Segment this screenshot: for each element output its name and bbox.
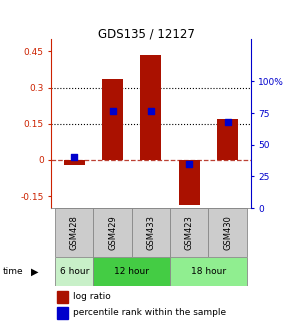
Text: GSM428: GSM428 bbox=[70, 215, 79, 250]
Bar bbox=[102, 79, 123, 160]
Text: GSM430: GSM430 bbox=[223, 215, 232, 250]
Bar bbox=[132, 208, 170, 257]
Text: GDS135 / 12127: GDS135 / 12127 bbox=[98, 28, 195, 41]
Bar bbox=[55, 208, 93, 257]
Text: 6 hour: 6 hour bbox=[59, 267, 89, 276]
Bar bbox=[93, 208, 132, 257]
Bar bbox=[208, 208, 247, 257]
Text: GSM429: GSM429 bbox=[108, 215, 117, 250]
Bar bbox=[179, 160, 200, 204]
Point bbox=[149, 108, 153, 113]
Text: log ratio: log ratio bbox=[73, 292, 111, 301]
Point bbox=[72, 155, 76, 160]
Bar bbox=[64, 160, 85, 165]
Text: GSM433: GSM433 bbox=[146, 215, 155, 250]
Text: 12 hour: 12 hour bbox=[114, 267, 149, 276]
Bar bbox=[93, 257, 170, 286]
Bar bbox=[55, 257, 93, 286]
Point bbox=[225, 119, 230, 125]
Bar bbox=[170, 208, 208, 257]
Text: GSM423: GSM423 bbox=[185, 215, 194, 250]
Point bbox=[187, 161, 192, 166]
Point bbox=[110, 108, 115, 113]
Bar bbox=[170, 257, 247, 286]
Text: time: time bbox=[3, 267, 23, 276]
Text: percentile rank within the sample: percentile rank within the sample bbox=[73, 308, 226, 317]
Bar bbox=[57, 291, 68, 303]
Bar bbox=[140, 55, 161, 160]
Text: ▶: ▶ bbox=[31, 267, 38, 277]
Bar bbox=[57, 307, 68, 319]
Bar bbox=[217, 119, 238, 160]
Text: 18 hour: 18 hour bbox=[191, 267, 226, 276]
